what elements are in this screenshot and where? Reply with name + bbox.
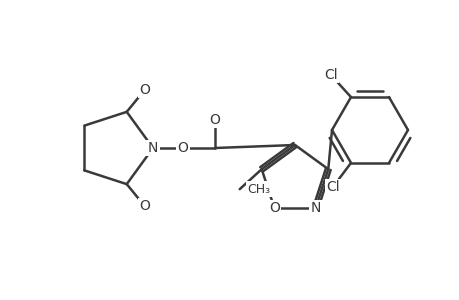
Text: O: O xyxy=(209,113,220,127)
Text: O: O xyxy=(139,83,150,97)
Text: N: N xyxy=(310,201,320,215)
Text: Cl: Cl xyxy=(324,68,337,82)
Text: O: O xyxy=(139,199,150,213)
Text: O: O xyxy=(269,201,279,215)
Text: Cl: Cl xyxy=(325,180,339,194)
Text: O: O xyxy=(177,141,188,155)
Text: CH₃: CH₃ xyxy=(247,183,270,196)
Text: N: N xyxy=(147,141,158,155)
